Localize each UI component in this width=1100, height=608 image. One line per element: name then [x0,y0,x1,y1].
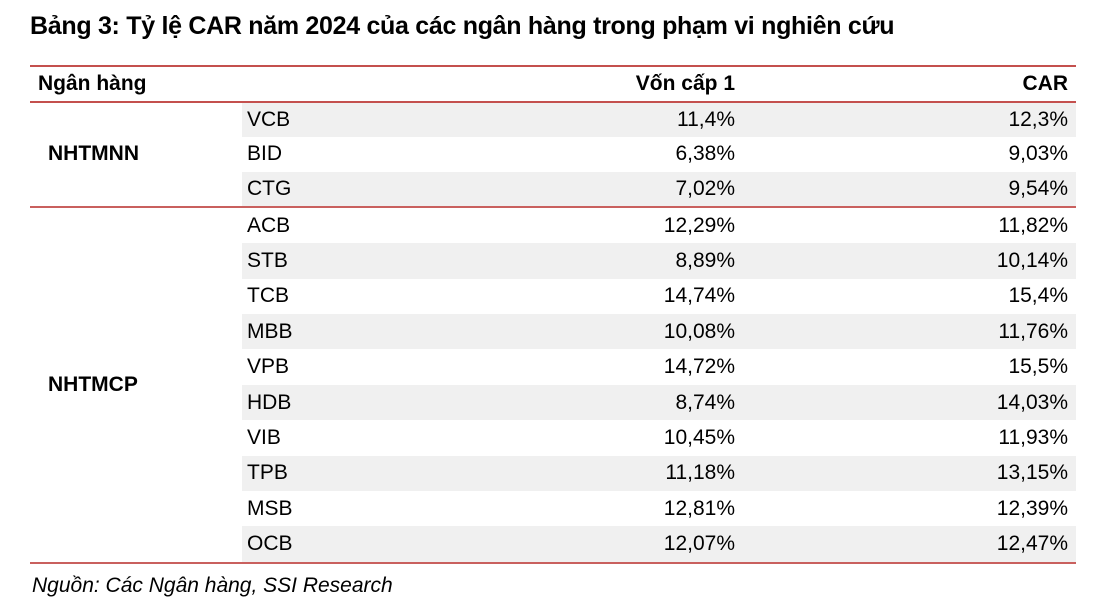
table-row: HDB 8,74% 14,03% [242,384,1076,421]
bank-code: BID [247,142,283,166]
table-row: ACB 12,29% 11,82% [242,208,1076,243]
group-rows: ACB 12,29% 11,82% STB 8,89% 10,14% TCB 1… [242,208,1076,562]
tier1-value: 6,38% [675,142,735,166]
car-value: 15,4% [1008,284,1068,308]
table-row: MSB 12,81% 12,39% [242,491,1076,526]
tier1-value: 7,02% [675,176,735,200]
group-rows: VCB 11,4% 12,3% BID 6,38% 9,03% CTG 7,02… [242,103,1076,206]
tier1-value: 8,89% [675,248,735,272]
table-row: CTG 7,02% 9,54% [242,171,1076,206]
header-car: CAR [1022,72,1069,95]
bank-group-nhtmcp: NHTMCP ACB 12,29% 11,82% STB 8,89% 10,14… [30,207,1076,564]
bank-code: ACB [247,213,291,237]
bank-code: VPB [247,355,290,379]
bank-code: VCB [247,108,291,132]
car-value: 11,76% [998,319,1068,343]
tier1-value: 12,07% [663,532,735,556]
tier1-value: 12,29% [663,213,735,237]
header-bank: Ngân hàng [38,72,147,95]
group-label-nhtmcp: NHTMCP [30,207,242,562]
tier1-value: 11,18% [665,461,735,485]
tier1-value: 10,45% [663,425,735,449]
bank-code: HDB [247,390,292,414]
source-note: Nguồn: Các Ngân hàng, SSI Research [32,574,393,597]
table-row: BID 6,38% 9,03% [242,137,1076,171]
bank-code: VIB [247,425,281,449]
table-title: Bảng 3: Tỷ lệ CAR năm 2024 của các ngân … [30,12,895,40]
car-value: 11,93% [998,425,1068,449]
car-table: Ngân hàng Vốn cấp 1 CAR NHTMNN VCB 11,4%… [30,65,1076,564]
group-label-nhtmnn: NHTMNN [30,103,242,206]
bank-group-nhtmnn: NHTMNN VCB 11,4% 12,3% BID 6,38% 9,03% C… [30,103,1076,208]
bank-code: MBB [247,319,293,343]
car-value: 14,03% [996,390,1068,414]
car-value: 12,47% [996,532,1068,556]
car-value: 12,3% [1008,108,1068,132]
car-value: 13,15% [996,461,1068,485]
tier1-value: 14,74% [663,284,735,308]
bank-code: MSB [247,496,293,520]
table-row: VCB 11,4% 12,3% [242,103,1076,138]
car-value: 9,03% [1008,142,1068,166]
table-header-row: Ngân hàng Vốn cấp 1 CAR [30,67,1076,103]
table-row: MBB 10,08% 11,76% [242,314,1076,350]
car-value: 15,5% [1008,355,1068,379]
table-row: VIB 10,45% 11,93% [242,420,1076,455]
table-row: OCB 12,07% 12,47% [242,526,1076,562]
car-value: 9,54% [1008,176,1068,200]
bank-code: TPB [247,461,288,485]
tier1-value: 11,4% [677,108,735,132]
tier1-value: 12,81% [663,496,735,520]
tier1-value: 8,74% [675,390,735,414]
car-value: 10,14% [996,248,1068,272]
bank-code: OCB [247,532,293,556]
car-value: 11,82% [998,213,1068,237]
tier1-value: 10,08% [663,319,735,343]
table-row: TCB 14,74% 15,4% [242,279,1076,314]
bank-code: TCB [247,284,289,308]
header-tier1: Vốn cấp 1 [635,72,735,95]
table-row: VPB 14,72% 15,5% [242,349,1076,384]
car-value: 12,39% [996,496,1068,520]
bank-code: STB [247,248,288,272]
tier1-value: 14,72% [663,355,735,379]
bank-code: CTG [247,176,292,200]
table-row: STB 8,89% 10,14% [242,243,1076,279]
table-row: TPB 11,18% 13,15% [242,455,1076,492]
